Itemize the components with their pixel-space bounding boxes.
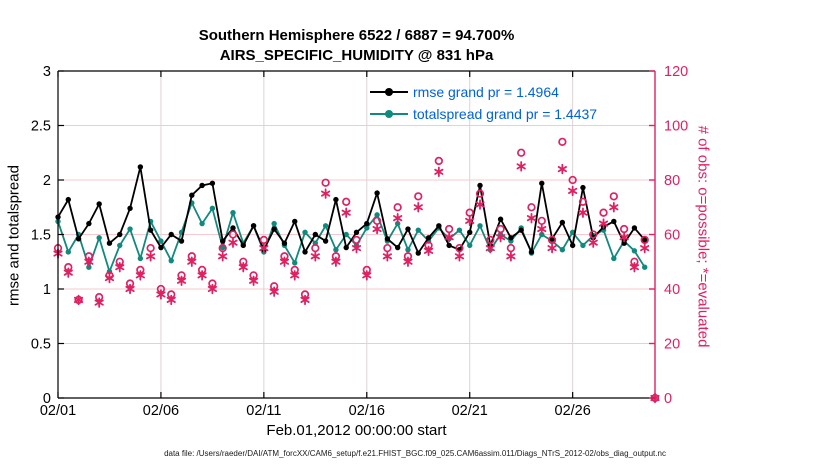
- svg-text:20: 20: [664, 337, 680, 353]
- legend-label-rmse: rmse grand pr = 1.4964: [413, 84, 559, 100]
- legend-row-totalspread: totalspread grand pr = 1.4437: [370, 103, 597, 125]
- totalspread-marker-icon: [385, 110, 393, 118]
- rmse-line-swatch: [370, 88, 408, 96]
- left-axis-label: rmse and totalspread: [5, 165, 23, 306]
- svg-text:02/16: 02/16: [349, 403, 385, 419]
- svg-text:02/26: 02/26: [555, 403, 591, 419]
- totalspread-line-swatch: [370, 110, 408, 118]
- svg-text:02/06: 02/06: [143, 403, 179, 419]
- data-file-path: data file: /Users/raeder/DAI/ATM_forcXX/…: [164, 449, 666, 458]
- svg-text:1: 1: [43, 282, 51, 298]
- svg-text:100: 100: [664, 119, 688, 135]
- svg-text:2.5: 2.5: [31, 119, 51, 135]
- svg-text:80: 80: [664, 173, 680, 189]
- svg-text:120: 120: [664, 64, 688, 80]
- svg-text:0: 0: [664, 391, 672, 407]
- svg-text:60: 60: [664, 228, 680, 244]
- chart-title: Southern Hemisphere 6522 / 6887 = 94.700…: [58, 26, 655, 66]
- title-line-2: AIRS_SPECIFIC_HUMIDITY @ 831 hPa: [219, 47, 494, 64]
- svg-text:3: 3: [43, 64, 51, 80]
- svg-text:2: 2: [43, 173, 51, 189]
- rmse-marker-icon: [385, 88, 393, 96]
- svg-text:02/11: 02/11: [246, 403, 281, 419]
- title-line-1: Southern Hemisphere 6522 / 6887 = 94.700…: [198, 27, 515, 44]
- legend: rmse grand pr = 1.4964 totalspread grand…: [370, 81, 597, 125]
- svg-text:02/01: 02/01: [40, 403, 76, 419]
- svg-text:02/21: 02/21: [452, 403, 488, 419]
- svg-text:0.5: 0.5: [31, 337, 51, 353]
- x-axis-label: Feb.01,2012 00:00:00 start: [266, 422, 447, 439]
- legend-label-totalspread: totalspread grand pr = 1.4437: [413, 106, 598, 122]
- svg-text:40: 40: [664, 282, 680, 298]
- svg-text:0: 0: [43, 391, 51, 407]
- svg-text:1.5: 1.5: [31, 228, 51, 244]
- legend-row-rmse: rmse grand pr = 1.4964: [370, 81, 597, 103]
- right-axis-label: # of obs: o=possible; *=evaluated: [694, 125, 712, 348]
